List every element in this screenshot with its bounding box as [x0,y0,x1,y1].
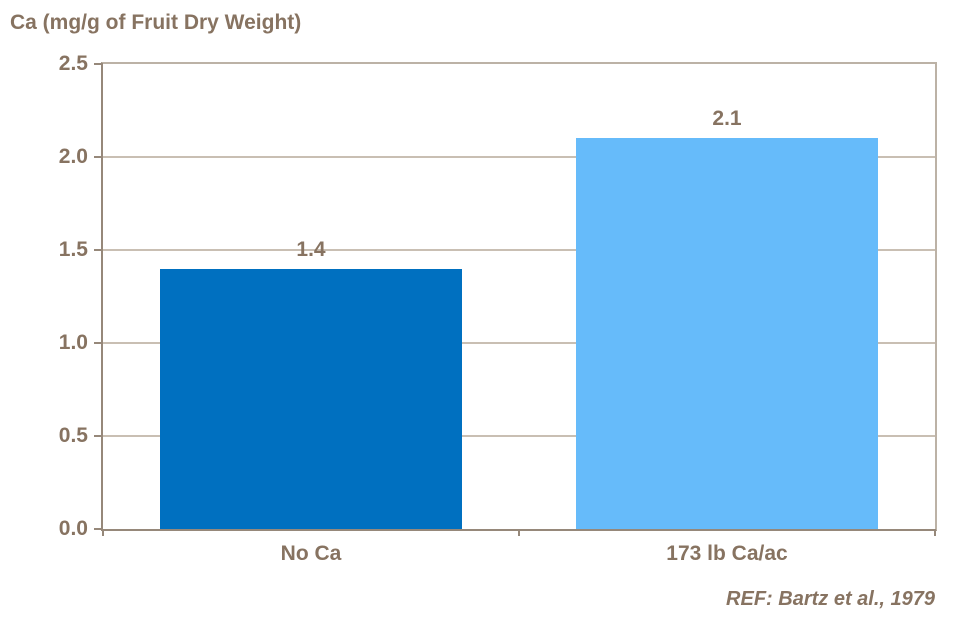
gridline [103,156,935,158]
y-tick-mark [94,249,103,251]
bar-173-lb-ca-ac [576,138,878,529]
x-tick-mark [518,529,520,536]
y-tick-label: 0.0 [58,517,88,540]
bar-value-label: 2.1 [712,107,742,131]
y-tick-mark [94,435,103,437]
y-tick-label: 0.5 [58,424,88,447]
plot-area: 0.0 0.5 1.0 1.5 2.0 2.5 1.4 No Ca 2.1 173 lb Ca/a… [59,52,937,565]
reference-note: REF: Bartz et al., 1979 [726,588,935,610]
x-tick-mark [934,529,936,536]
x-tick-mark [102,529,104,536]
y-tick-label: 1.5 [58,238,88,261]
y-tick-label: 1.0 [58,331,88,354]
bar-value-label: 1.4 [296,237,326,261]
gridline [103,249,935,251]
gridline [103,435,935,437]
bar-no-ca [160,268,462,529]
x-axis-label: No Ca [280,542,342,565]
y-tick-mark [94,342,103,344]
chart-title: Ca (mg/g of Fruit Dry Weight) [10,11,302,34]
y-tick-mark [94,156,103,158]
y-tick-mark [94,63,103,65]
y-tick-mark [94,528,103,530]
x-axis-label: 173 lb Ca/ac [666,542,788,565]
y-tick-label: 2.0 [58,145,88,168]
gridline [103,342,935,344]
y-tick-label: 2.5 [58,52,88,75]
